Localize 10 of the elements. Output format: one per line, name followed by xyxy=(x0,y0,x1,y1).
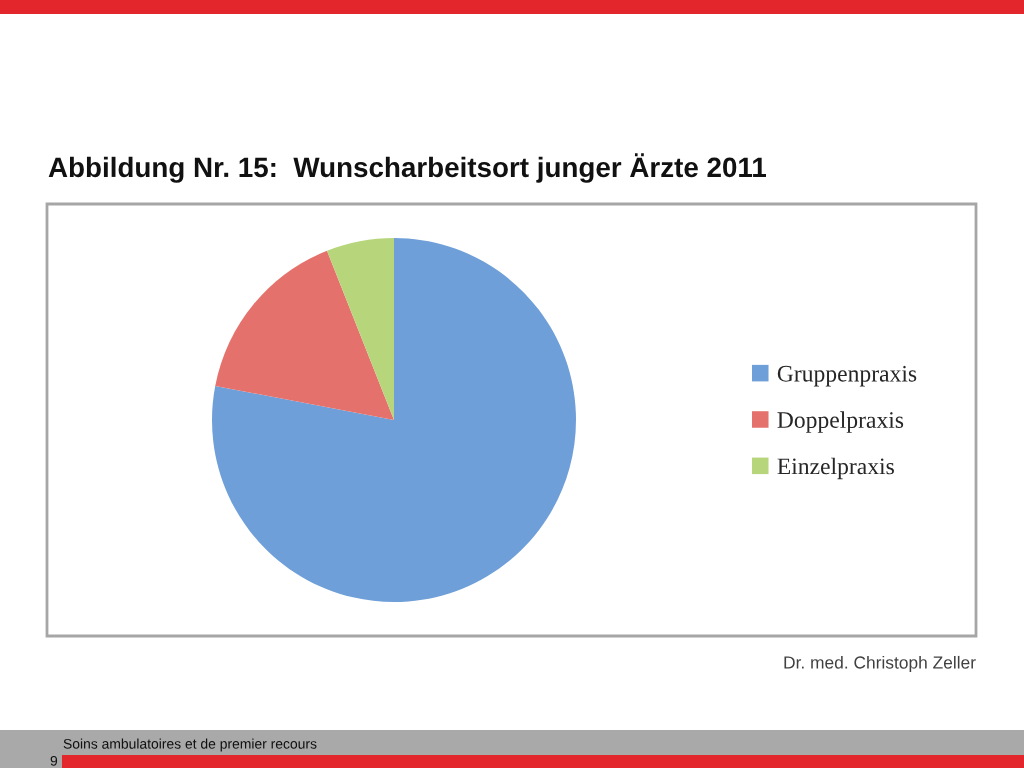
legend-label: Einzelpraxis xyxy=(777,457,894,480)
legend-label: Gruppenpraxis xyxy=(777,365,917,387)
legend-label: Doppelpraxis xyxy=(777,411,904,433)
text: 9 xyxy=(50,755,58,766)
chart-title: Abbildung Nr. 15: Wunscharbeitsort junger Ärzte 2011 xyxy=(48,153,767,183)
text: Soins ambulatoires et de premier recours xyxy=(63,738,317,752)
pie-slice xyxy=(215,250,394,420)
pie-slice xyxy=(212,238,576,602)
pie-slice xyxy=(327,238,394,420)
text: Dr. med. Christoph Zeller xyxy=(784,655,976,673)
